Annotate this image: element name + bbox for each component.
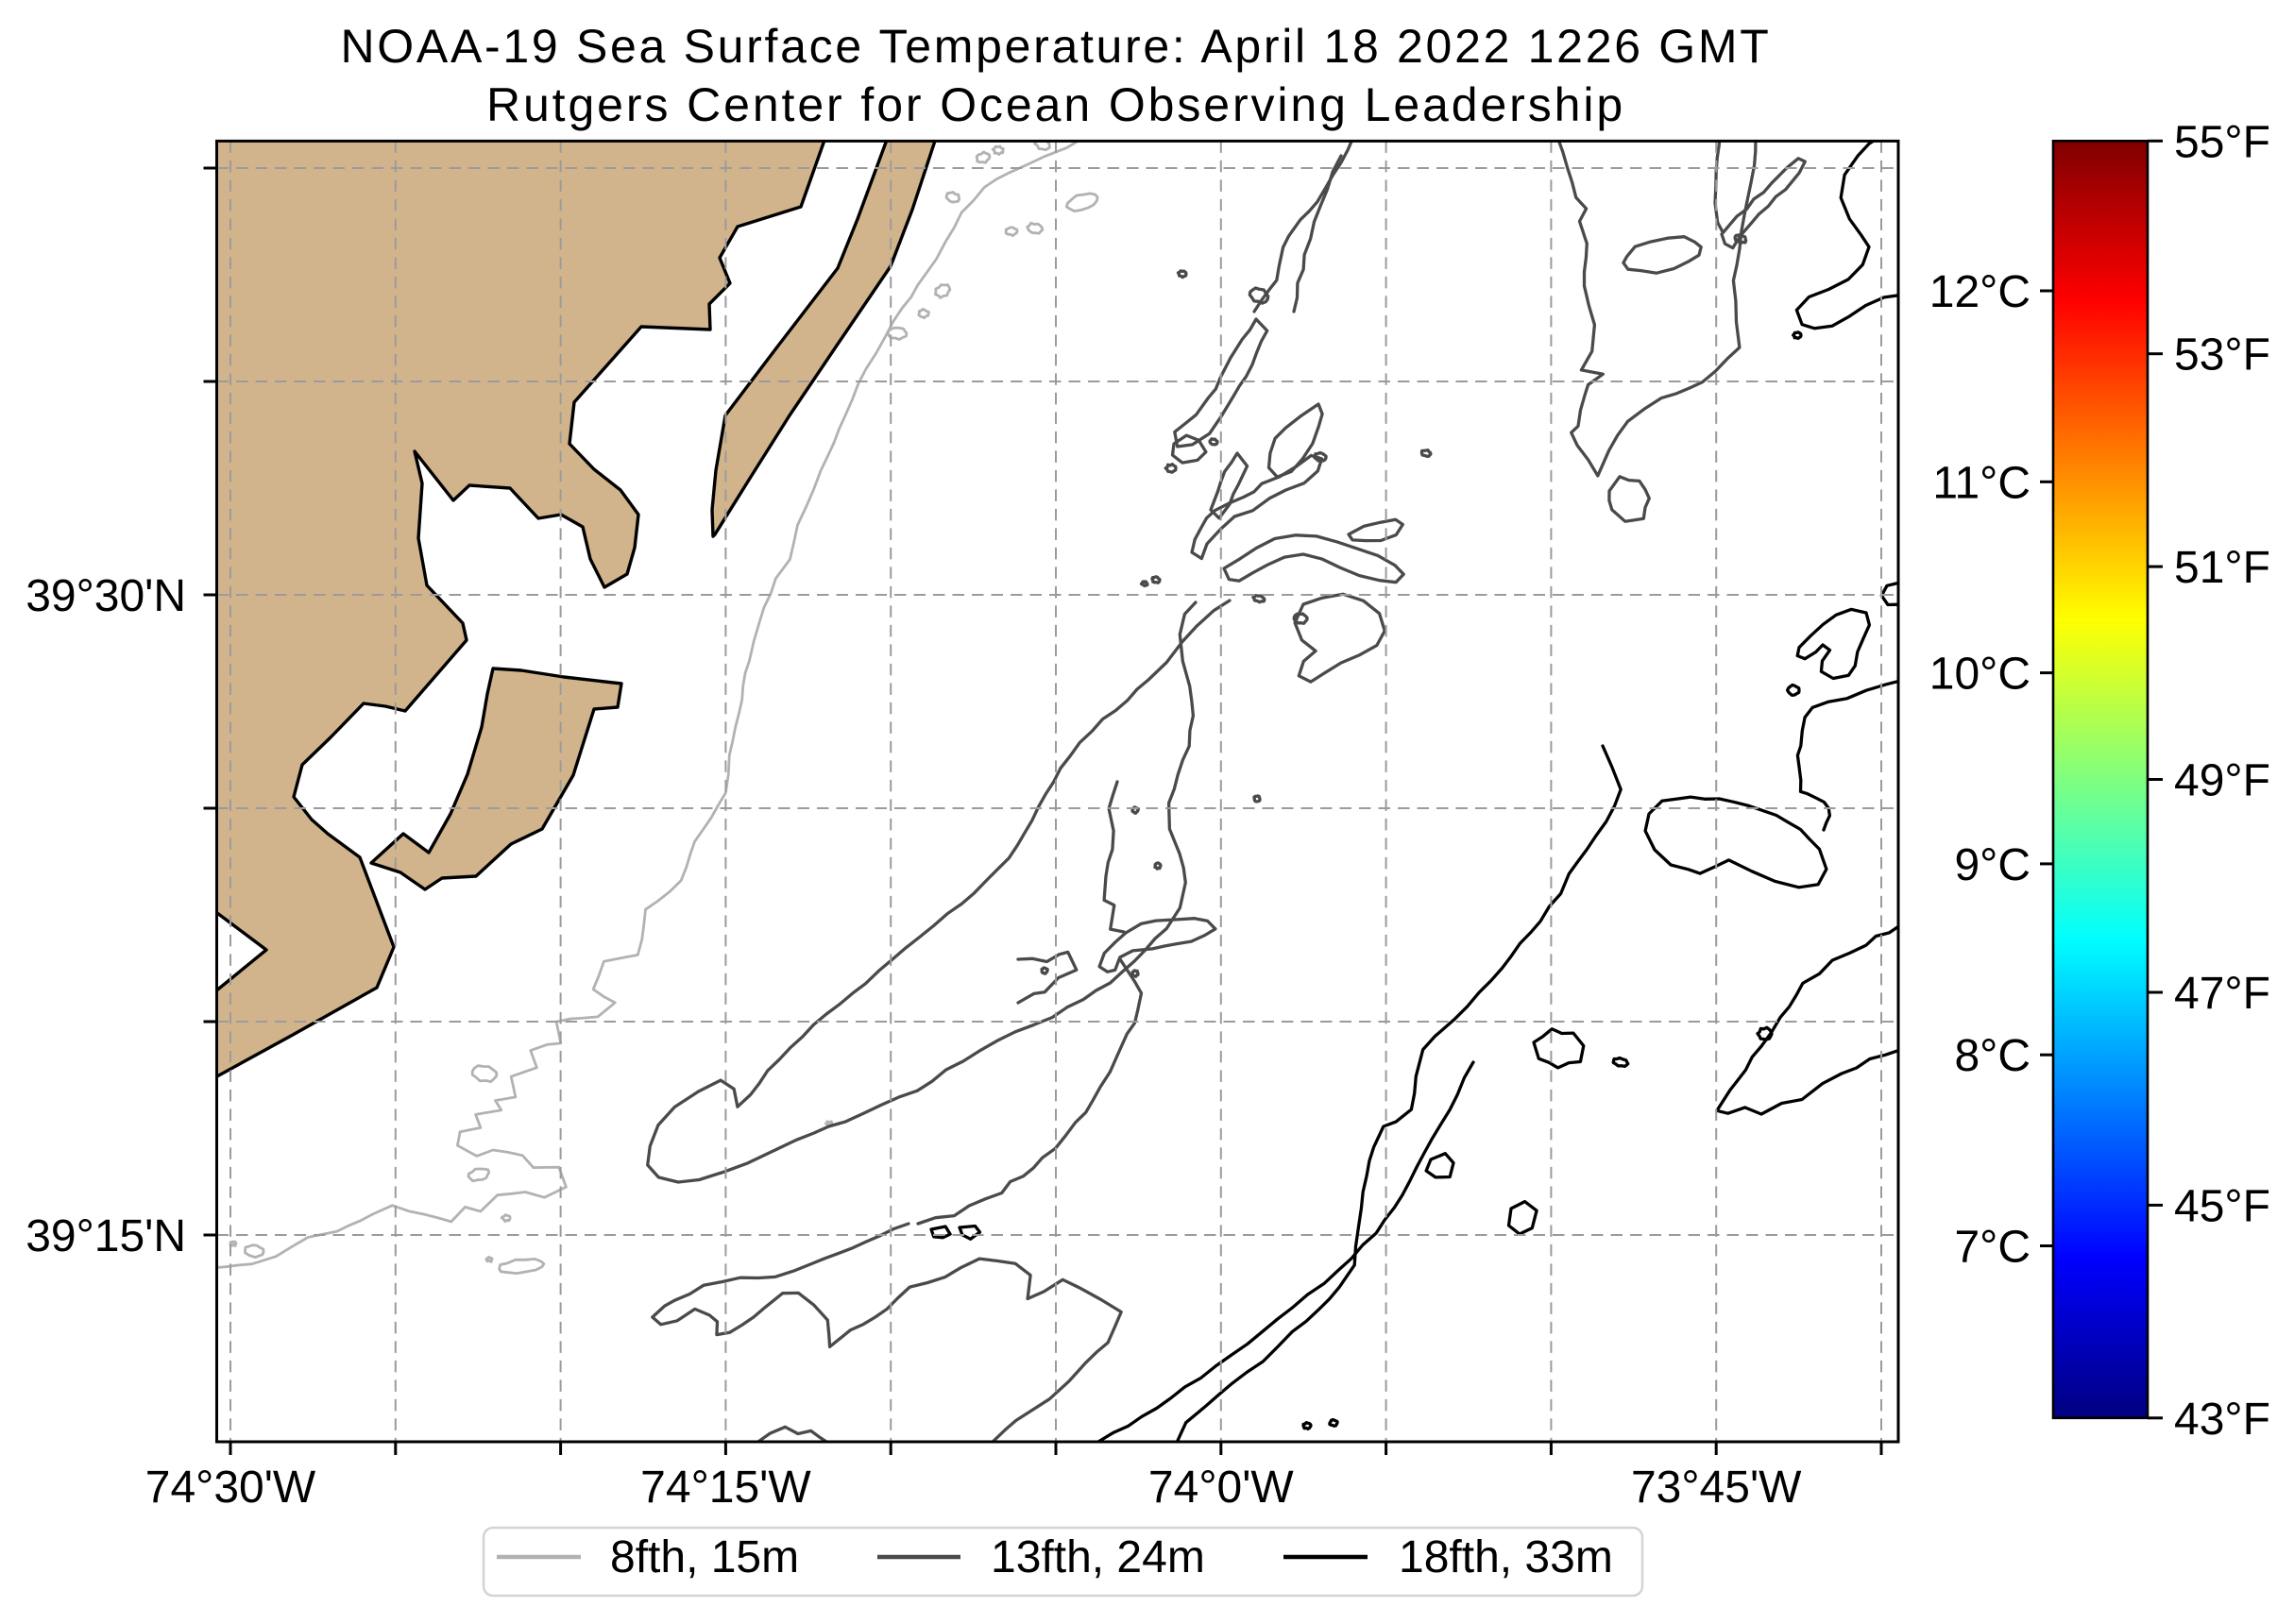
svg-text:8°C: 8°C — [1954, 1031, 2031, 1081]
svg-text:49°F: 49°F — [2174, 756, 2270, 806]
svg-text:18fth, 33m: 18fth, 33m — [1399, 1532, 1613, 1582]
svg-text:47°F: 47°F — [2174, 969, 2270, 1019]
svg-text:13fth, 24m: 13fth, 24m — [991, 1532, 1205, 1582]
svg-text:74°30'W: 74°30'W — [145, 1463, 316, 1513]
svg-text:11°C: 11°C — [1932, 458, 2031, 508]
svg-text:74°0'W: 74°0'W — [1148, 1463, 1294, 1513]
svg-text:51°F: 51°F — [2174, 543, 2270, 593]
svg-text:74°15'W: 74°15'W — [640, 1463, 811, 1513]
svg-text:73°45'W: 73°45'W — [1631, 1463, 1802, 1513]
svg-text:45°F: 45°F — [2174, 1181, 2270, 1231]
svg-text:8fth, 15m: 8fth, 15m — [610, 1532, 799, 1582]
svg-text:39°30'N: 39°30'N — [25, 571, 186, 621]
svg-text:7°C: 7°C — [1954, 1223, 2031, 1273]
svg-text:55°F: 55°F — [2174, 117, 2270, 167]
svg-text:53°F: 53°F — [2174, 330, 2270, 381]
svg-text:NOAA-19 Sea Surface Temperatur: NOAA-19 Sea Surface Temperature: April 1… — [341, 20, 1772, 73]
svg-text:12°C: 12°C — [1929, 267, 2031, 317]
svg-text:10°C: 10°C — [1929, 650, 2031, 700]
svg-text:9°C: 9°C — [1954, 840, 2031, 890]
svg-text:Rutgers Center for Ocean Obser: Rutgers Center for Ocean Observing Leade… — [486, 78, 1625, 131]
svg-text:43°F: 43°F — [2174, 1395, 2270, 1445]
svg-text:39°15'N: 39°15'N — [25, 1211, 186, 1261]
